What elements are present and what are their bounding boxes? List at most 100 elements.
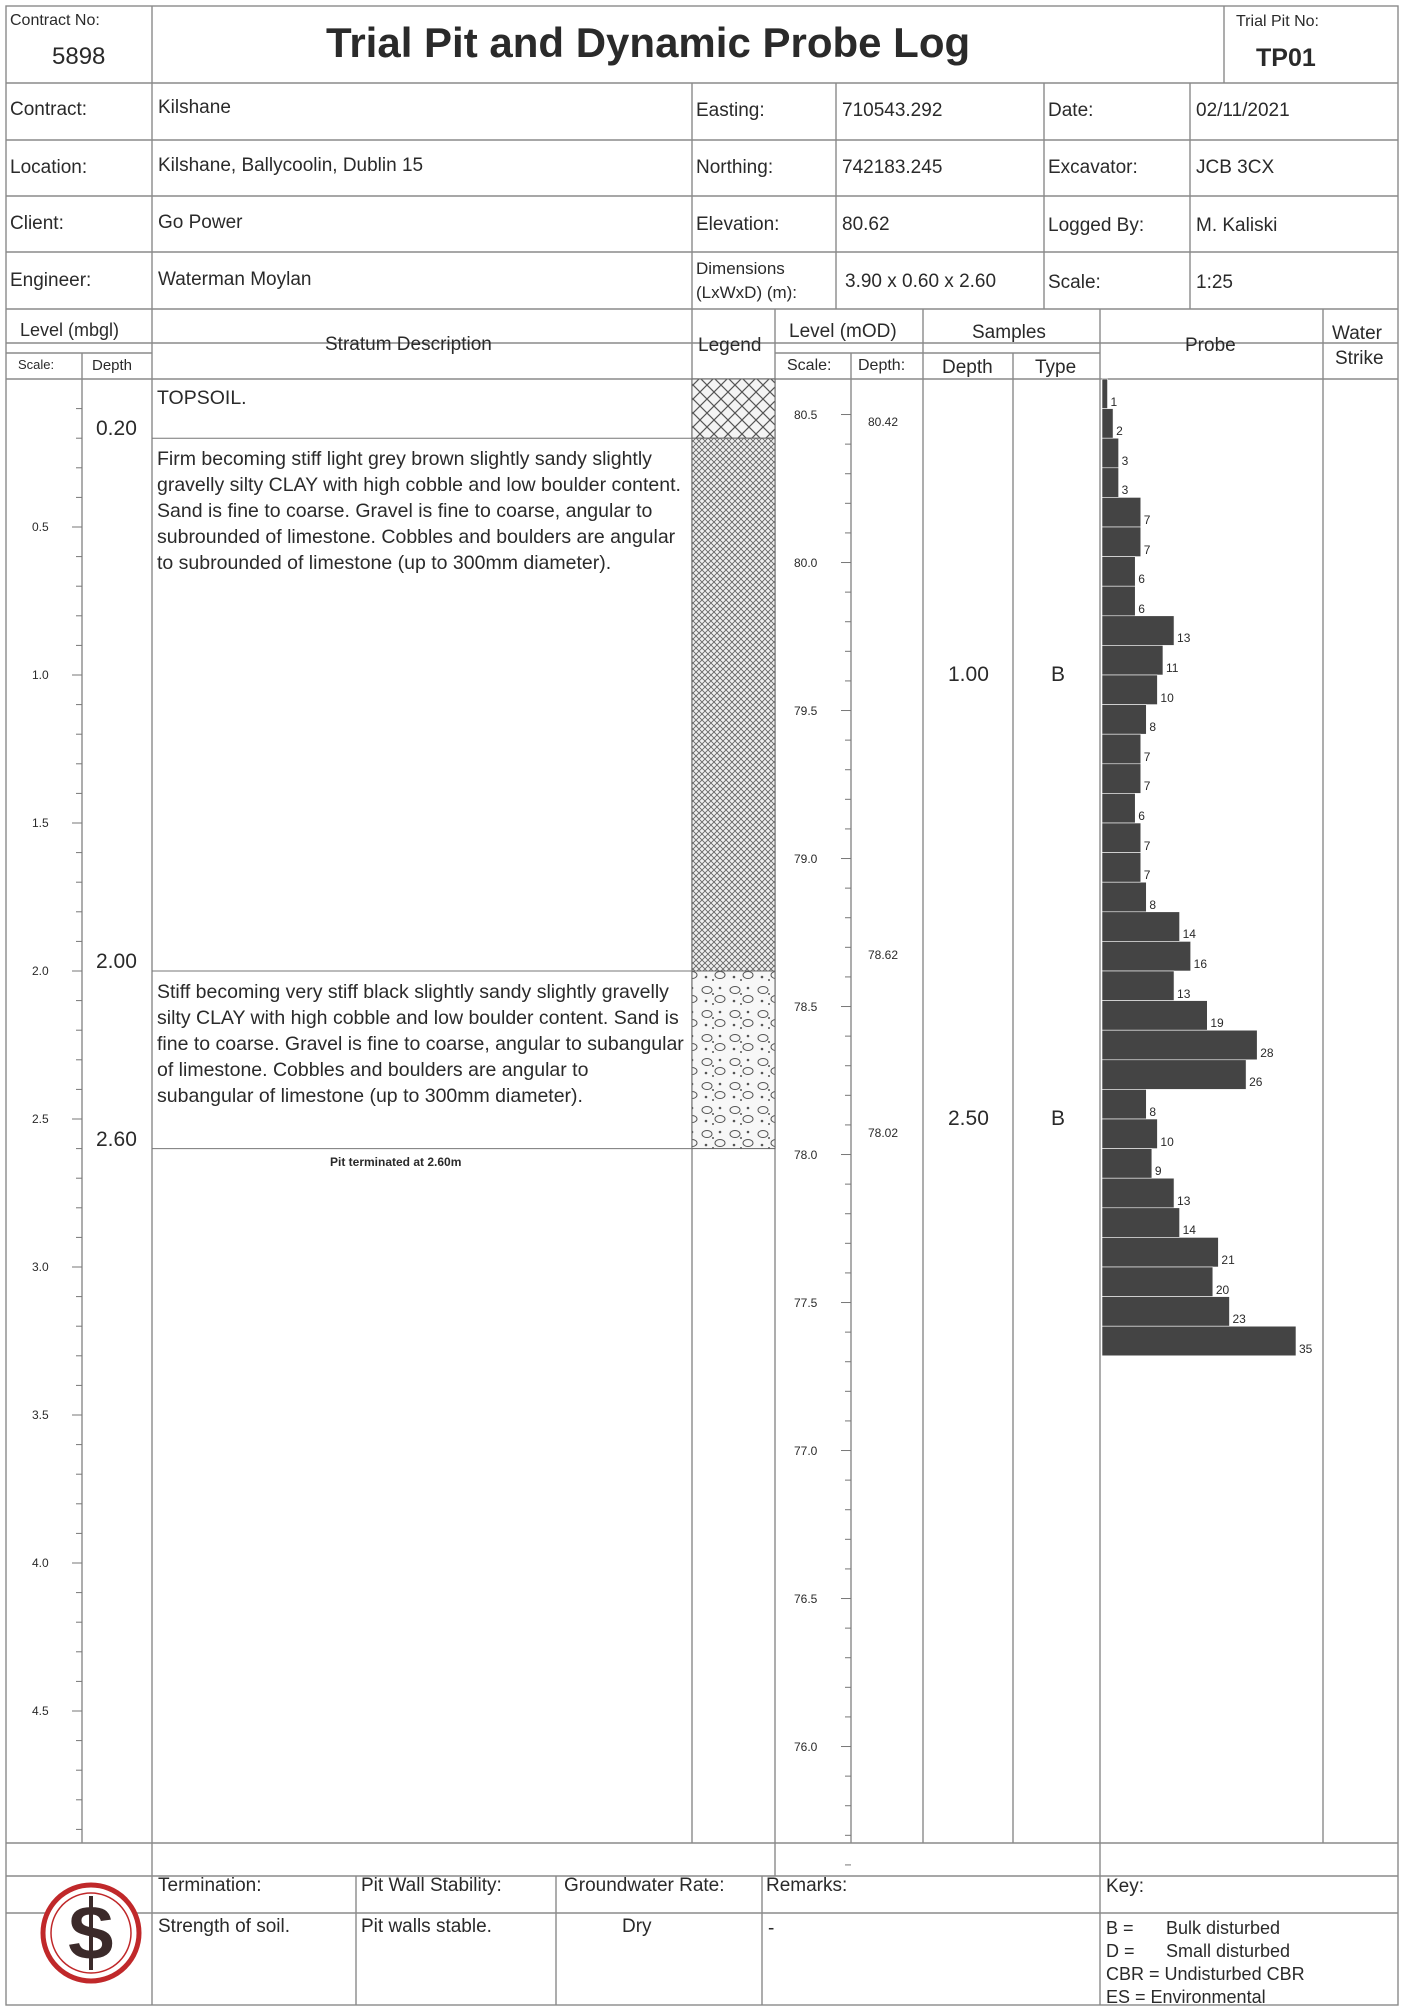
depth-scale-label: 0.5: [32, 520, 49, 534]
northing-label: Northing:: [696, 157, 774, 178]
contract-label: Contract:: [10, 99, 88, 120]
excavator-label: Excavator:: [1048, 157, 1138, 178]
probe-bar: [1101, 1089, 1147, 1120]
level-scale-label: 80.0: [794, 555, 818, 570]
pit-wall-label: Pit Wall Stability:: [361, 1875, 502, 1896]
level-mbgl-header: Level (mbgl): [20, 320, 120, 340]
stratum-base-depth: 2.60: [96, 1127, 137, 1151]
probe-bar: [1101, 763, 1142, 794]
probe-bar: [1101, 497, 1142, 528]
date-value: 02/11/2021: [1196, 100, 1290, 121]
trial-pit-no-value: TP01: [1256, 44, 1316, 72]
logged-by-label: Logged By:: [1048, 215, 1145, 236]
legend-header: Legend: [698, 335, 762, 356]
dimensions-value: 3.90 x 0.60 x 2.60: [845, 271, 997, 292]
probe-bar: [1101, 674, 1158, 705]
termination-note: Pit terminated at 2.60m: [330, 1154, 462, 1169]
probe-blow-count: 20: [1215, 1282, 1230, 1297]
probe-blow-count: 11: [1165, 661, 1179, 675]
probe-blow-count: 28: [1260, 1045, 1274, 1060]
level-scale-label: 78.5: [794, 999, 818, 1014]
probe-bar: [1101, 1266, 1214, 1297]
probe-bar: [1101, 733, 1142, 765]
stratum-base-depth: 0.20: [96, 417, 137, 441]
level-scale-label: 77.0: [794, 1443, 818, 1458]
probe-bar: [1101, 1059, 1247, 1090]
probe-bar: [1101, 467, 1119, 498]
probe-bar: [1101, 556, 1136, 587]
probe-bar: [1101, 437, 1119, 469]
probe-bar: [1101, 704, 1147, 735]
northing-value: 742183.245: [842, 157, 943, 178]
probe-blow-count: 7: [1143, 838, 1151, 853]
water-strike-header-line1: Water: [1332, 323, 1382, 344]
probe-blow-count: 6: [1138, 809, 1145, 823]
probe-bar: [1101, 1207, 1180, 1238]
stratum-header: Stratum Description: [325, 334, 492, 355]
scale-header: Scale:: [18, 357, 55, 372]
groundwater-value: Dry: [622, 1916, 652, 1937]
legend-pattern-topsoil: [691, 378, 776, 439]
probe-blow-count: 3: [1121, 453, 1129, 468]
elevation-label: Elevation:: [696, 214, 780, 235]
contract-no-label: Contract No:: [10, 12, 100, 29]
engineer-value: Waterman Moylan: [158, 269, 312, 290]
sample-type: B: [1051, 663, 1066, 686]
easting-value: 710543.292: [842, 100, 943, 121]
probe-bar: [1101, 1296, 1230, 1327]
level-scale-label: 79.0: [794, 851, 818, 866]
probe-bar: [1101, 615, 1175, 646]
probe-bar: [1101, 970, 1175, 1001]
excavator-value: JCB 3CX: [1196, 157, 1275, 178]
probe-blow-count: 14: [1182, 927, 1196, 942]
probe-blow-count: 7: [1143, 868, 1151, 883]
depth-scale-label: 1.0: [32, 668, 49, 682]
location-value: Kilshane, Ballycoolin, Dublin 15: [158, 155, 424, 176]
stratum-base-level: 78.62: [868, 948, 899, 962]
sample-depth: 1.00: [948, 663, 989, 686]
samples-type-header: Type: [1035, 357, 1077, 378]
probe-bar: [1101, 911, 1180, 942]
date-label: Date:: [1048, 100, 1094, 121]
level-scale-label: 79.5: [794, 703, 818, 718]
probe-bar: [1101, 1000, 1208, 1031]
samples-header: Samples: [972, 322, 1046, 343]
scale-value: 1:25: [1196, 272, 1233, 293]
depth-scale-label: 2.0: [32, 964, 49, 978]
probe-bar: [1101, 881, 1147, 913]
probe-bar: [1101, 1118, 1158, 1149]
key-code: D =: [1106, 1941, 1135, 1961]
remarks-label: Remarks:: [766, 1875, 848, 1896]
probe-bar: [1101, 822, 1142, 853]
probe-bar: [1101, 645, 1164, 676]
probe-blow-count: 10: [1160, 1134, 1174, 1149]
stratum-description: Firm becoming stiff light grey brown sli…: [157, 448, 681, 575]
page-title: Trial Pit and Dynamic Probe Log: [326, 19, 971, 66]
client-label: Client:: [10, 213, 64, 234]
elevation-value: 80.62: [842, 214, 890, 235]
termination-value: Strength of soil.: [158, 1916, 291, 1937]
water-strike-header-line2: Strike: [1335, 348, 1384, 369]
probe-bar: [1101, 1148, 1153, 1179]
client-value: Go Power: [158, 212, 243, 233]
stratum-base-depth: 2.00: [96, 950, 137, 973]
probe-header: Probe: [1185, 335, 1236, 356]
depth-scale-label: 3.0: [32, 1260, 49, 1274]
probe-blow-count: 10: [1160, 690, 1174, 705]
key-meaning: Bulk disturbed: [1166, 1918, 1281, 1938]
probe-blow-count: 16: [1193, 957, 1208, 971]
probe-bar: [1101, 378, 1108, 409]
location-label: Location:: [10, 157, 88, 178]
probe-bar: [1101, 793, 1136, 824]
probe-blow-count: 13: [1177, 631, 1191, 646]
level-scale-label: 76.5: [794, 1591, 818, 1606]
dimensions-label-line1: Dimensions: [696, 259, 785, 278]
probe-bar: [1101, 1177, 1175, 1209]
level-scale-label: 80.5: [794, 407, 818, 422]
level-mod-header: Level (mOD): [789, 321, 897, 342]
sample-depth: 2.50: [948, 1107, 989, 1130]
probe-blow-count: 6: [1138, 572, 1145, 587]
probe-blow-count: 23: [1232, 1312, 1246, 1327]
probe-blow-count: 35: [1299, 1341, 1313, 1356]
stratum-base-level: 80.42: [868, 415, 899, 430]
